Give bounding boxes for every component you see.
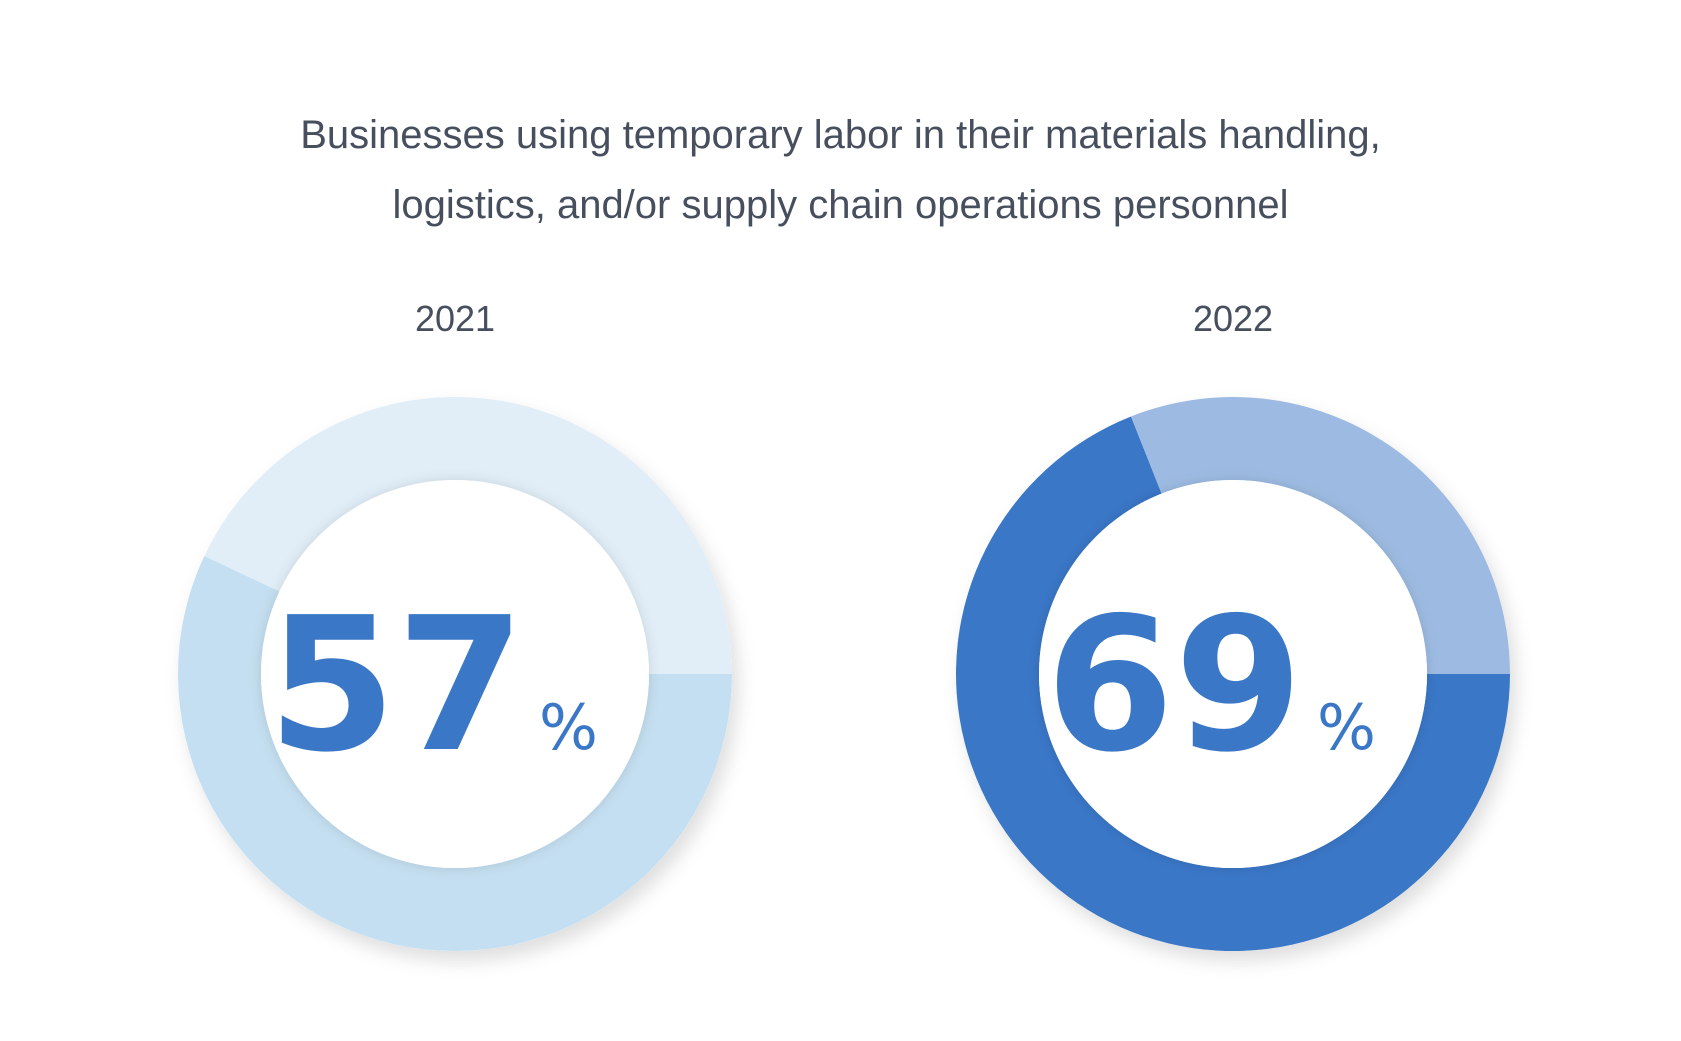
chart-title: Businesses using temporary labor in thei… xyxy=(0,100,1681,240)
donut-value-arc-2021 xyxy=(177,556,732,951)
donut-hole-2021 xyxy=(261,480,649,868)
percent-sign-2021: % xyxy=(539,691,598,764)
year-label-2021: 2021 xyxy=(414,298,496,339)
donut-remainder-arc-2022 xyxy=(1131,397,1510,674)
donut-value-arc-2022 xyxy=(956,416,1510,951)
title-line-1: Businesses using temporary labor in thei… xyxy=(300,113,1381,157)
donut-value-label-2021: 57 xyxy=(268,577,525,793)
donut-hole-2022 xyxy=(1039,480,1427,868)
percent-sign-2022: % xyxy=(1317,691,1376,764)
donut-remainder-arc-2021 xyxy=(204,396,732,674)
year-label-2022: 2022 xyxy=(1192,298,1274,339)
title-line-2: logistics, and/or supply chain operation… xyxy=(392,183,1289,227)
donut-value-label-2022: 69 xyxy=(1046,577,1303,793)
